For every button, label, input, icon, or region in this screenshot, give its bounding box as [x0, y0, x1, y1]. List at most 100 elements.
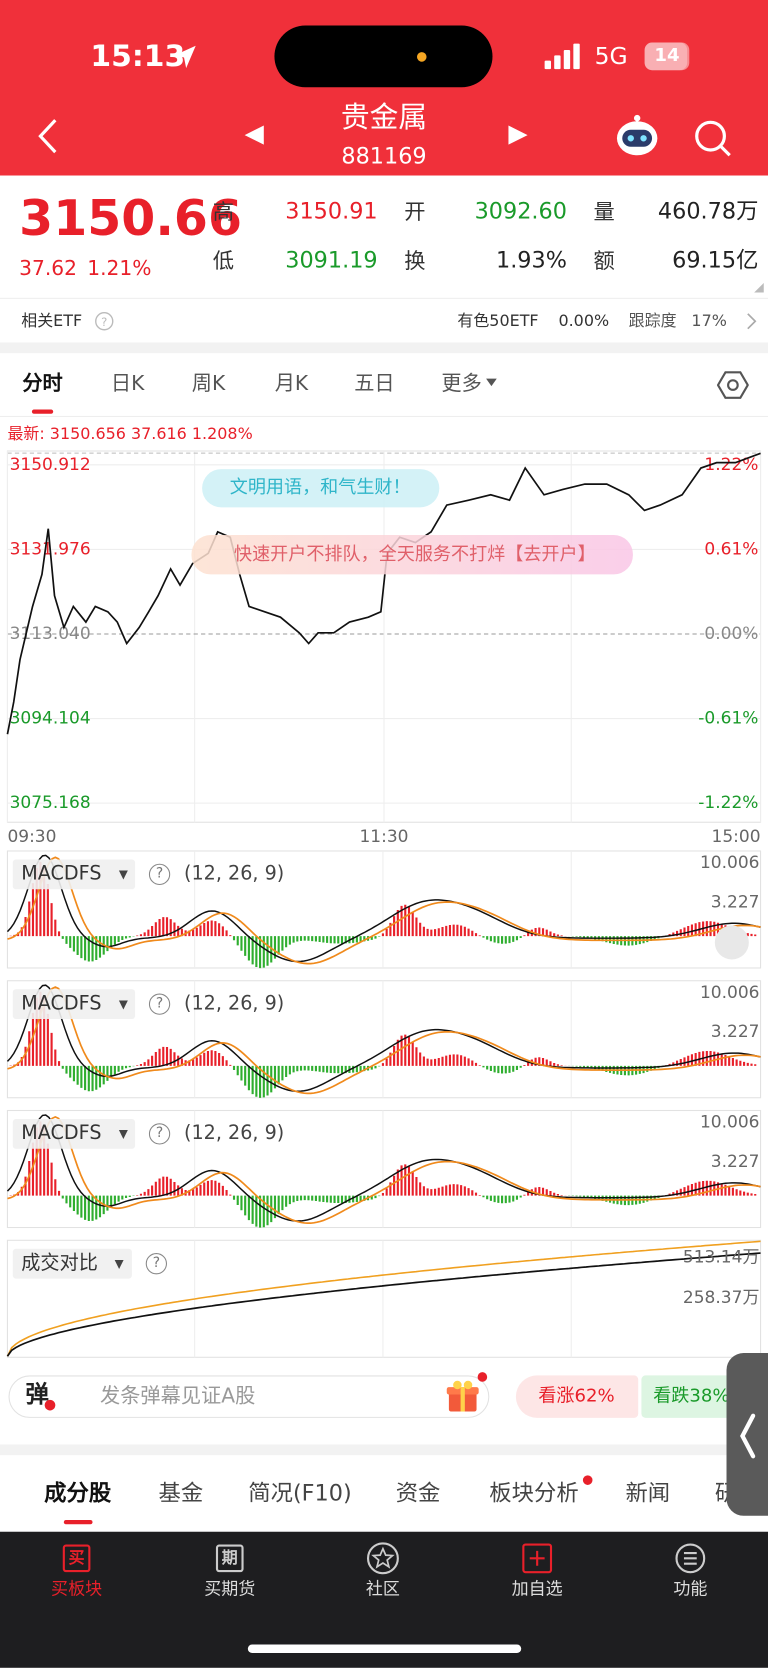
- indicator-select[interactable]: [12, 1119, 136, 1149]
- panel-frame: [6, 1239, 762, 1358]
- indicator-select[interactable]: [12, 859, 136, 890]
- notice-dot: [477, 1372, 488, 1382]
- macd-dif-line: [6, 1114, 761, 1222]
- dropdown-arrow: ▼: [118, 1127, 128, 1141]
- danmaku-input[interactable]: [8, 1375, 490, 1418]
- chevron: [747, 313, 757, 330]
- divider: [0, 297, 768, 299]
- home-indicator: [247, 1644, 522, 1654]
- panel-frame: [6, 850, 762, 969]
- macd-dif-line: [6, 854, 761, 963]
- macd-dea-line: [7, 986, 761, 1095]
- location-icon: [174, 45, 196, 69]
- separator: [0, 1444, 768, 1456]
- robot-button[interactable]: [613, 113, 662, 160]
- battery-fill: [644, 42, 688, 71]
- help-icon[interactable]: ?: [148, 993, 171, 1015]
- etf-pct: 0.00%: [558, 311, 610, 331]
- settings-button[interactable]: [716, 369, 749, 401]
- prev-button[interactable]: [243, 123, 266, 146]
- x-tick-label: 15:00: [712, 827, 761, 847]
- x-tick-label: 09:30: [7, 827, 56, 847]
- tab[interactable]: 日K: [110, 371, 145, 396]
- tab[interactable]: 更多: [441, 371, 482, 396]
- search-button[interactable]: [691, 117, 734, 160]
- panel-tick: 3.227: [710, 1150, 760, 1172]
- stat-value: 69.15亿: [672, 247, 759, 273]
- banner[interactable]: [191, 535, 633, 575]
- back-button[interactable]: [32, 117, 64, 155]
- nav-icon-text: 买: [68, 1548, 85, 1568]
- y-tick-label: 3075.168: [10, 793, 91, 813]
- indicator-select[interactable]: [12, 989, 136, 1020]
- danmaku-badge: [44, 1399, 56, 1411]
- macd-dif-line: [6, 984, 761, 1093]
- help-icon[interactable]: ?: [145, 1253, 168, 1275]
- danmaku-placeholder: 发条弹幕见证A股: [99, 1384, 256, 1408]
- camera-dot: [416, 52, 427, 62]
- separator: [0, 342, 768, 354]
- vote-up[interactable]: [515, 1375, 639, 1418]
- tab[interactable]: 分时: [22, 371, 63, 396]
- battery-level: 14: [654, 45, 680, 67]
- help-icon[interactable]: ?: [94, 311, 115, 332]
- side-chevron: [740, 1413, 756, 1459]
- tab[interactable]: 五日: [354, 371, 395, 396]
- notice-dot: [582, 1475, 593, 1485]
- panel-tick: 10.006: [699, 981, 760, 1003]
- section-tab[interactable]: 新闻: [625, 1480, 671, 1506]
- section-tab[interactable]: 简况(F10): [248, 1480, 352, 1506]
- stat-label: 换: [404, 247, 426, 274]
- latest-info: 最新: 3150.656 37.616 1.208%: [7, 423, 253, 444]
- volume-prev: [6, 1252, 761, 1357]
- etf-name[interactable]: 有色50ETF: [457, 311, 539, 331]
- track-value: 17%: [691, 311, 727, 331]
- stat-value: 3150.91: [285, 198, 378, 224]
- section-tab[interactable]: 成分股: [44, 1480, 112, 1506]
- panel-tick: 3.227: [710, 891, 760, 912]
- nav-icon: [366, 1542, 399, 1575]
- change-pct: 1.21%: [87, 256, 152, 281]
- section-tab[interactable]: 资金: [395, 1480, 441, 1506]
- gift-icon[interactable]: [445, 1379, 481, 1415]
- panel-label: 成交对比: [21, 1251, 98, 1275]
- nav-label[interactable]: 加自选: [511, 1578, 563, 1599]
- nav-label[interactable]: 功能: [673, 1578, 708, 1599]
- indicator-select[interactable]: [12, 1248, 132, 1279]
- nav-label[interactable]: 买板块: [51, 1578, 103, 1599]
- tab[interactable]: 月K: [274, 371, 309, 396]
- tab[interactable]: 周K: [191, 371, 226, 396]
- side-drawer[interactable]: [726, 1353, 768, 1516]
- banner[interactable]: [202, 469, 440, 508]
- indicator-params: (12, 26, 9): [184, 862, 285, 886]
- stock-code: 881169: [341, 143, 427, 169]
- price: 3150.66: [19, 189, 243, 247]
- nav-icon: [675, 1543, 706, 1574]
- help-icon[interactable]: ?: [148, 863, 171, 886]
- nav-icon: [215, 1544, 244, 1573]
- panel-label: MACDFS: [21, 992, 102, 1015]
- expand-button[interactable]: [714, 925, 749, 960]
- nav-label[interactable]: 买期货: [204, 1578, 256, 1599]
- help-icon[interactable]: ?: [148, 1123, 171, 1145]
- y-tick-label: 3113.040: [10, 624, 91, 644]
- panel-tick: 10.006: [699, 1111, 760, 1132]
- dropdown-arrow: ▼: [118, 997, 128, 1012]
- stat-label: 高: [212, 198, 235, 225]
- y-tick-label: 3150.912: [10, 455, 91, 475]
- nav-icon-text: 期: [221, 1548, 238, 1568]
- corner-mark: [754, 282, 764, 293]
- stat-value: 3091.19: [285, 247, 378, 273]
- indicator-params: (12, 26, 9): [184, 1122, 285, 1145]
- y-tick-label: 3094.104: [10, 709, 91, 729]
- indicator-params: (12, 26, 9): [184, 992, 285, 1015]
- panel-label: MACDFS: [21, 1122, 102, 1145]
- next-button[interactable]: [506, 123, 529, 146]
- section-tab[interactable]: 板块分析: [489, 1480, 579, 1506]
- track-label: 跟踪度: [628, 311, 677, 331]
- banner-text: 文明用语，和气生财！: [229, 477, 411, 499]
- section-tab[interactable]: 基金: [158, 1480, 204, 1506]
- nav-label[interactable]: 社区: [365, 1578, 400, 1599]
- stat-value: 460.78万: [657, 198, 759, 224]
